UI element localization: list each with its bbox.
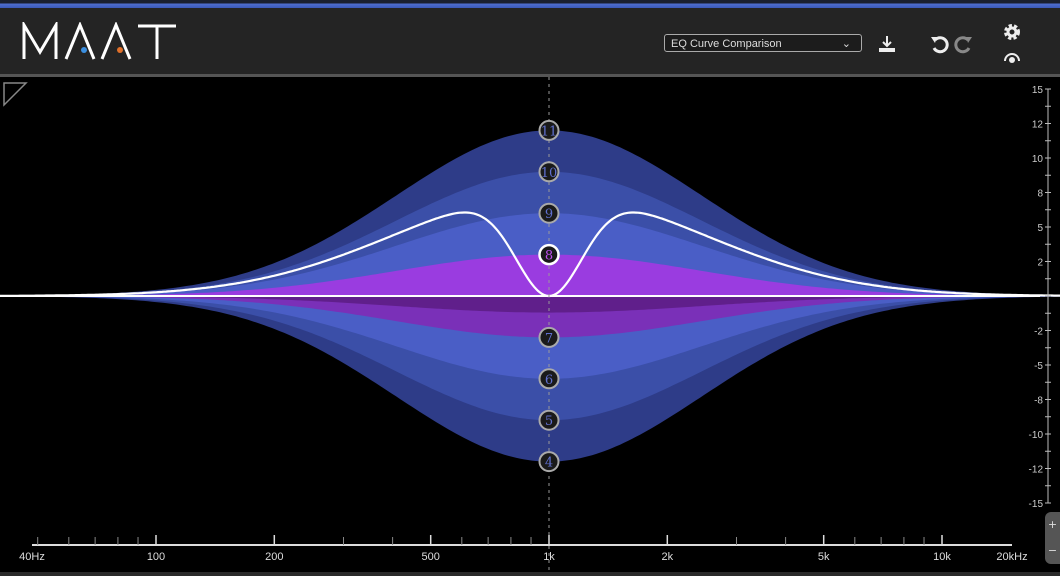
x-tick-label: 40Hz bbox=[19, 551, 45, 563]
eq-band-fill bbox=[0, 296, 1060, 313]
gear-icon[interactable] bbox=[1002, 22, 1022, 42]
x-tick-label: 5k bbox=[818, 551, 830, 563]
comparison-curve bbox=[0, 211, 1060, 298]
zoom-out-button[interactable]: − bbox=[1047, 544, 1058, 557]
eq-band-fill bbox=[0, 279, 1060, 296]
header: EQ Curve Comparison ⌄ bbox=[0, 8, 1060, 77]
y-tick-label: -8 bbox=[1034, 396, 1043, 407]
y-tick-label: -5 bbox=[1034, 361, 1043, 372]
y-tick-label: 5 bbox=[1037, 223, 1043, 234]
corner-toggle-icon[interactable] bbox=[3, 82, 28, 107]
eq-node-label: 8 bbox=[545, 249, 553, 264]
y-tick-label: -2 bbox=[1034, 327, 1043, 338]
eq-node-6[interactable]: 6 bbox=[538, 368, 560, 390]
eq-node-5[interactable]: 5 bbox=[538, 409, 560, 431]
eq-band-fill bbox=[0, 213, 1060, 296]
download-icon[interactable] bbox=[877, 34, 897, 54]
x-tick-label: 2k bbox=[661, 551, 673, 563]
zoom-in-button[interactable]: + bbox=[1047, 518, 1058, 531]
eq-node-9[interactable]: 9 bbox=[538, 202, 560, 224]
redo-icon[interactable] bbox=[954, 34, 974, 54]
eq-node-8[interactable]: 8 bbox=[538, 243, 560, 266]
window-top-bar bbox=[0, 0, 1060, 8]
eq-node-10[interactable]: 10 bbox=[538, 161, 560, 183]
y-tick-label: 12 bbox=[1032, 120, 1044, 131]
eq-node-label: 5 bbox=[545, 414, 553, 429]
y-tick-label: 10 bbox=[1032, 154, 1044, 165]
x-tick-label: 20kHz bbox=[996, 551, 1027, 563]
maat-logo bbox=[22, 22, 176, 60]
chevron-down-icon: ⌄ bbox=[841, 38, 851, 50]
eq-band-fill bbox=[0, 254, 1060, 296]
eq-plot[interactable]: 15 12 10 8 5 2 -2 -5 -8 -10 -12 -15 40Hz 100 200 500 1k 2… bbox=[0, 77, 1060, 576]
x-tick-label: 200 bbox=[265, 551, 283, 563]
eq-node-label: 6 bbox=[545, 373, 553, 388]
y-tick-label: -15 bbox=[1029, 499, 1044, 510]
eq-node-label: 7 bbox=[545, 331, 553, 346]
eq-node-label: 10 bbox=[541, 166, 558, 181]
meter-icon[interactable] bbox=[1002, 48, 1022, 64]
undo-icon[interactable] bbox=[929, 34, 949, 54]
preset-value: EQ Curve Comparison bbox=[671, 38, 782, 50]
y-tick-label: 2 bbox=[1037, 258, 1043, 269]
zoom-control: + − bbox=[1045, 512, 1060, 564]
eq-node-11[interactable]: 11 bbox=[538, 119, 560, 141]
y-tick-label: -12 bbox=[1029, 465, 1044, 476]
eq-node-label: 11 bbox=[541, 124, 558, 139]
x-tick-label: 10k bbox=[933, 551, 951, 563]
preset-dropdown[interactable]: EQ Curve Comparison ⌄ bbox=[664, 34, 862, 52]
eq-node-4[interactable]: 4 bbox=[538, 451, 560, 473]
eq-band-fill bbox=[0, 296, 1060, 338]
eq-node-label: 9 bbox=[545, 207, 553, 222]
y-tick-label: 15 bbox=[1032, 85, 1044, 96]
y-tick-label: -10 bbox=[1029, 430, 1044, 441]
eq-node-7[interactable]: 7 bbox=[538, 326, 560, 348]
eq-band-fill bbox=[0, 296, 1060, 379]
bottom-bar bbox=[0, 572, 1060, 576]
x-tick-label: 100 bbox=[147, 551, 165, 563]
x-tick-label: 1k bbox=[543, 551, 555, 563]
x-tick-label: 500 bbox=[422, 551, 440, 563]
y-tick-label: 8 bbox=[1037, 189, 1043, 200]
eq-node-label: 4 bbox=[545, 456, 553, 471]
